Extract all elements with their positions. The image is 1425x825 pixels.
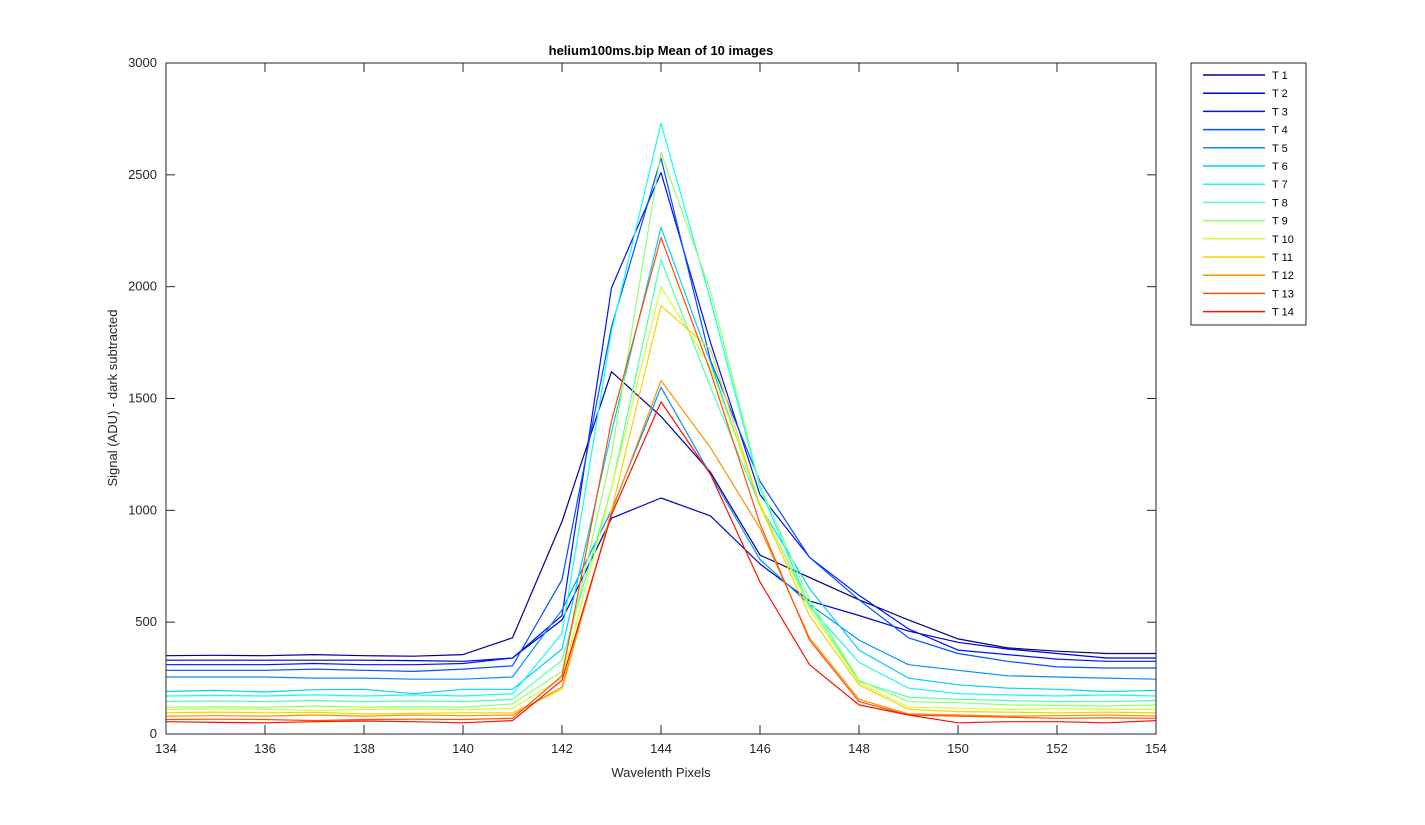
series-line-t-8 bbox=[165, 259, 1157, 703]
y-tick-label: 0 bbox=[150, 726, 157, 741]
legend: T 1 T 2 T 3 T 4 T 5 T 6 T 7 T 8 T 9 T 10 T 11 T 12 T… bbox=[1190, 62, 1307, 326]
x-tick-label: 144 bbox=[650, 741, 672, 756]
legend-label: T 5 bbox=[1272, 143, 1288, 155]
legend-label: T 3 bbox=[1272, 106, 1288, 118]
x-tick-label: 140 bbox=[452, 741, 474, 756]
legend-label: T 2 bbox=[1272, 88, 1288, 100]
y-tick-label: 1000 bbox=[128, 502, 157, 517]
series-line-t-12 bbox=[165, 380, 1157, 717]
plot-area bbox=[166, 63, 1156, 734]
y-tick-label: 2000 bbox=[128, 279, 157, 294]
legend-label: T 14 bbox=[1272, 307, 1294, 319]
legend-label: T 10 bbox=[1272, 234, 1294, 246]
legend-box bbox=[1190, 62, 1307, 326]
series-line-t-7 bbox=[165, 122, 1157, 697]
x-tick-label: 134 bbox=[155, 741, 177, 756]
x-tick-label: 136 bbox=[254, 741, 276, 756]
x-tick-label: 152 bbox=[1046, 741, 1068, 756]
legend-label: T 11 bbox=[1272, 252, 1293, 264]
x-tick-label: 150 bbox=[947, 741, 969, 756]
y-tick-label: 1500 bbox=[128, 391, 157, 406]
legend-label: T 6 bbox=[1272, 161, 1288, 173]
legend-label: T 12 bbox=[1272, 270, 1294, 282]
legend-label: T 13 bbox=[1272, 288, 1294, 300]
series-line-t-10 bbox=[165, 286, 1156, 712]
series-line-t-11 bbox=[165, 305, 1157, 715]
series-line-t-4 bbox=[166, 157, 1156, 673]
series-line-t-13 bbox=[165, 236, 1157, 722]
legend-label: T 8 bbox=[1272, 197, 1288, 209]
series-line-t-14 bbox=[165, 401, 1157, 724]
series-line-t-1 bbox=[165, 371, 1156, 657]
legend-label: T 7 bbox=[1272, 179, 1288, 191]
y-axis-label: Signal (ADU) - dark subtracted bbox=[105, 309, 120, 486]
series-layer bbox=[165, 122, 1157, 724]
x-ticks: 134 136 138 140 142 144 146 148 150 152 154 bbox=[155, 63, 1167, 756]
series-line-t-2 bbox=[166, 497, 1156, 662]
y-ticks: 0 500 1000 1500 2000 2500 3000 bbox=[128, 55, 1156, 741]
legend-entries: T 1 T 2 T 3 T 4 T 5 T 6 T 7 T 8 T 9 T 10 T 11 T 12 T… bbox=[1203, 70, 1294, 319]
y-tick-label: 500 bbox=[135, 614, 157, 629]
x-tick-label: 146 bbox=[749, 741, 771, 756]
legend-label: T 4 bbox=[1272, 125, 1288, 137]
chart-title: helium100ms.bip Mean of 10 images bbox=[549, 43, 774, 58]
x-axis-label: Wavelenth Pixels bbox=[611, 765, 711, 780]
x-tick-label: 138 bbox=[353, 741, 375, 756]
y-tick-label: 2500 bbox=[128, 167, 157, 182]
x-tick-label: 154 bbox=[1145, 741, 1167, 756]
y-tick-label: 3000 bbox=[128, 55, 157, 70]
series-line-t-5 bbox=[166, 386, 1157, 680]
x-tick-label: 142 bbox=[551, 741, 573, 756]
legend-label: T 9 bbox=[1272, 216, 1288, 228]
series-line-t-9 bbox=[165, 151, 1157, 708]
legend-label: T 1 bbox=[1272, 70, 1288, 82]
x-tick-label: 148 bbox=[848, 741, 870, 756]
series-line-t-6 bbox=[165, 226, 1157, 695]
series-line-t-3 bbox=[166, 172, 1156, 666]
